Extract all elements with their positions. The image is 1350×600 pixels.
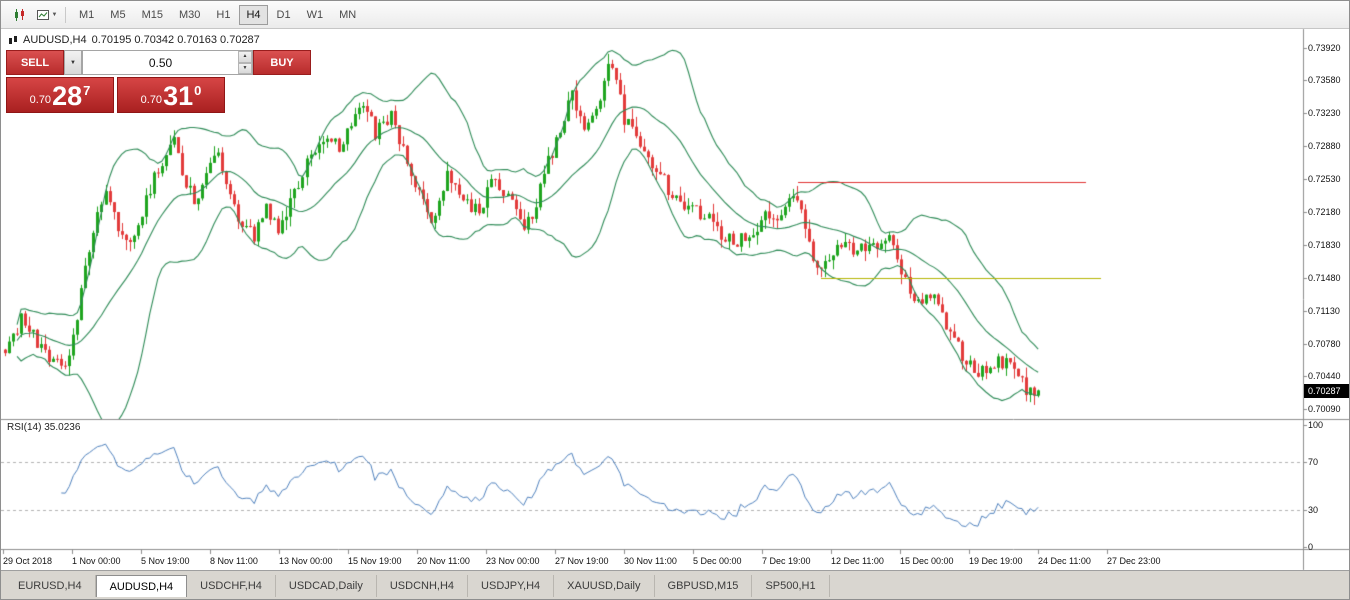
price-axis-label: 0.70440 — [1308, 370, 1341, 381]
volume-stepper: ▲ ▼ — [238, 51, 252, 74]
sell-button[interactable]: SELL — [6, 50, 64, 75]
timeframe-button-h4[interactable]: H4 — [239, 4, 268, 25]
timeframe-button-m30[interactable]: M30 — [172, 5, 207, 25]
time-axis-label: 27 Dec 23:00 — [1107, 556, 1161, 566]
time-axis-label: 23 Nov 00:00 — [486, 556, 540, 566]
time-axis-label: 19 Dec 19:00 — [969, 556, 1023, 566]
time-axis-label: 5 Nov 19:00 — [141, 556, 190, 566]
chart-tab-usdchf-h4[interactable]: USDCHF,H4 — [187, 575, 276, 597]
price-axis[interactable]: 0.73920 0.73580 0.73230 0.72880 0.72530 0.721… — [1303, 29, 1349, 570]
timeframe-button-m1[interactable]: M1 — [72, 5, 101, 25]
order-options-button[interactable]: ▼ — [64, 50, 82, 75]
price-axis-label: 0.72530 — [1308, 174, 1341, 184]
buy-button[interactable]: BUY — [253, 50, 311, 75]
time-axis-label: 13 Nov 00:00 — [279, 556, 333, 566]
buy-price-big: 31 — [163, 81, 194, 111]
chevron-down-icon: ▼ — [51, 11, 58, 18]
toolbar-separator — [65, 6, 66, 23]
one-click-trade-panel: SELL ▼ ▲ ▼ BUY 0.70 28 7 0.70 31 0 — [6, 50, 311, 113]
trade-panel-controls: SELL ▼ ▲ ▼ BUY — [6, 50, 311, 75]
price-axis-label: 0.70780 — [1308, 338, 1341, 349]
candlestick-chart-icon — [14, 8, 24, 21]
price-axis-label: 0.72180 — [1308, 206, 1341, 217]
chart-tab-usdcad-daily[interactable]: USDCAD,Daily — [276, 575, 377, 597]
chart-tab-bar: EURUSD,H4 AUDUSD,H4 USDCHF,H4 USDCAD,Daily U… — [1, 570, 1349, 599]
time-axis-label: 15 Nov 19:00 — [348, 556, 402, 566]
chart-tab-usdcnh-h4[interactable]: USDCNH,H4 — [377, 575, 469, 597]
chart-tab-gbpusd-m15[interactable]: GBPUSD,M15 — [655, 575, 753, 597]
buy-price-display[interactable]: 0.70 31 0 — [117, 77, 225, 113]
time-axis-label: 15 Dec 00:00 — [900, 556, 954, 566]
volume-input[interactable] — [83, 51, 238, 74]
chart-title: AUDUSD,H4 0.70195 0.70342 0.70163 0.7028… — [8, 34, 260, 46]
chart-type-button[interactable] — [6, 4, 33, 26]
rsi-axis-label: 0 — [1308, 542, 1314, 552]
timeframe-button-d1[interactable]: D1 — [270, 5, 298, 25]
price-axis-label: 0.72880 — [1308, 141, 1341, 152]
rsi-indicator-label: RSI(14) 35.0236 — [7, 422, 81, 433]
timeframe-group: M1 M5 M15 M30 H1 H4 D1 W1 MN — [71, 4, 364, 25]
top-toolbar: ▼ M1 M5 M15 M30 H1 H4 D1 W1 MN — [1, 1, 1349, 29]
time-axis-label: 30 Nov 11:00 — [624, 556, 677, 566]
timeframe-button-m15[interactable]: M15 — [135, 5, 170, 25]
time-axis-label: 20 Nov 11:00 — [417, 556, 470, 566]
chart-window-button[interactable]: ▼ — [33, 4, 60, 26]
current-price-tag: 0.70287 — [1304, 384, 1349, 399]
time-axis-label: 29 Oct 2018 — [3, 556, 53, 566]
trade-panel-prices: 0.70 28 7 0.70 31 0 — [6, 77, 225, 113]
sell-price-big: 28 — [52, 81, 83, 111]
chart-symbol-label: AUDUSD,H4 — [23, 34, 87, 46]
rsi-axis-label: 70 — [1308, 456, 1319, 467]
chart-tab-usdjpy-h4[interactable]: USDJPY,H4 — [468, 575, 555, 597]
buy-price-sup: 0 — [194, 83, 202, 98]
time-axis-label: 1 Nov 00:00 — [72, 556, 121, 566]
price-axis-label: 0.71480 — [1308, 272, 1341, 283]
time-axis-label: 12 Dec 11:00 — [831, 556, 884, 566]
price-axis-label: 0.71130 — [1308, 305, 1340, 316]
buy-price-prefix: 0.70 — [140, 94, 163, 106]
chart-ohlc-values: 0.70195 0.70342 0.70163 0.70287 — [91, 34, 260, 46]
price-axis-label: 0.70090 — [1308, 403, 1341, 414]
price-axis-label: 0.73230 — [1308, 108, 1341, 119]
rsi-axis-label: 100 — [1308, 420, 1324, 430]
timeframe-button-w1[interactable]: W1 — [300, 5, 331, 25]
chart-tab-audusd-h4[interactable]: AUDUSD,H4 — [95, 575, 188, 597]
time-axis-label: 8 Nov 11:00 — [210, 556, 258, 566]
chart-tab-eurusd-h4[interactable]: EURUSD,H4 — [5, 575, 96, 597]
timeframe-button-h1[interactable]: H1 — [209, 5, 237, 25]
chart-icon — [9, 36, 17, 44]
time-axis-label: 27 Nov 19:00 — [555, 556, 609, 566]
rsi-axis-label: 30 — [1308, 505, 1319, 516]
volume-up-button[interactable]: ▲ — [238, 51, 252, 63]
timeframe-button-mn[interactable]: MN — [332, 5, 363, 25]
timeframe-button-m5[interactable]: M5 — [103, 5, 132, 25]
sell-price-display[interactable]: 0.70 28 7 — [6, 77, 114, 113]
time-axis-label: 24 Dec 11:00 — [1038, 556, 1091, 566]
volume-down-button[interactable]: ▼ — [238, 62, 252, 74]
volume-field-wrap: ▲ ▼ — [82, 50, 253, 75]
price-axis-label: 0.73580 — [1308, 75, 1341, 86]
chart-tab-xauusd-daily[interactable]: XAUUSD,Daily — [554, 575, 655, 597]
price-axis-label: 0.71830 — [1308, 239, 1341, 250]
time-axis-label: 7 Dec 19:00 — [762, 556, 811, 566]
chart-window-icon — [36, 9, 49, 20]
sell-price-sup: 7 — [83, 83, 91, 98]
time-axis-label: 5 Dec 00:00 — [693, 556, 742, 566]
time-axis[interactable]: 29 Oct 2018 1 Nov 00:00 5 Nov 19:00 8 Nov 1… — [1, 549, 1303, 570]
sell-price-prefix: 0.70 — [29, 94, 52, 106]
chart-tab-sp500-h1[interactable]: SP500,H1 — [752, 575, 830, 597]
price-axis-label: 0.73920 — [1308, 43, 1341, 53]
